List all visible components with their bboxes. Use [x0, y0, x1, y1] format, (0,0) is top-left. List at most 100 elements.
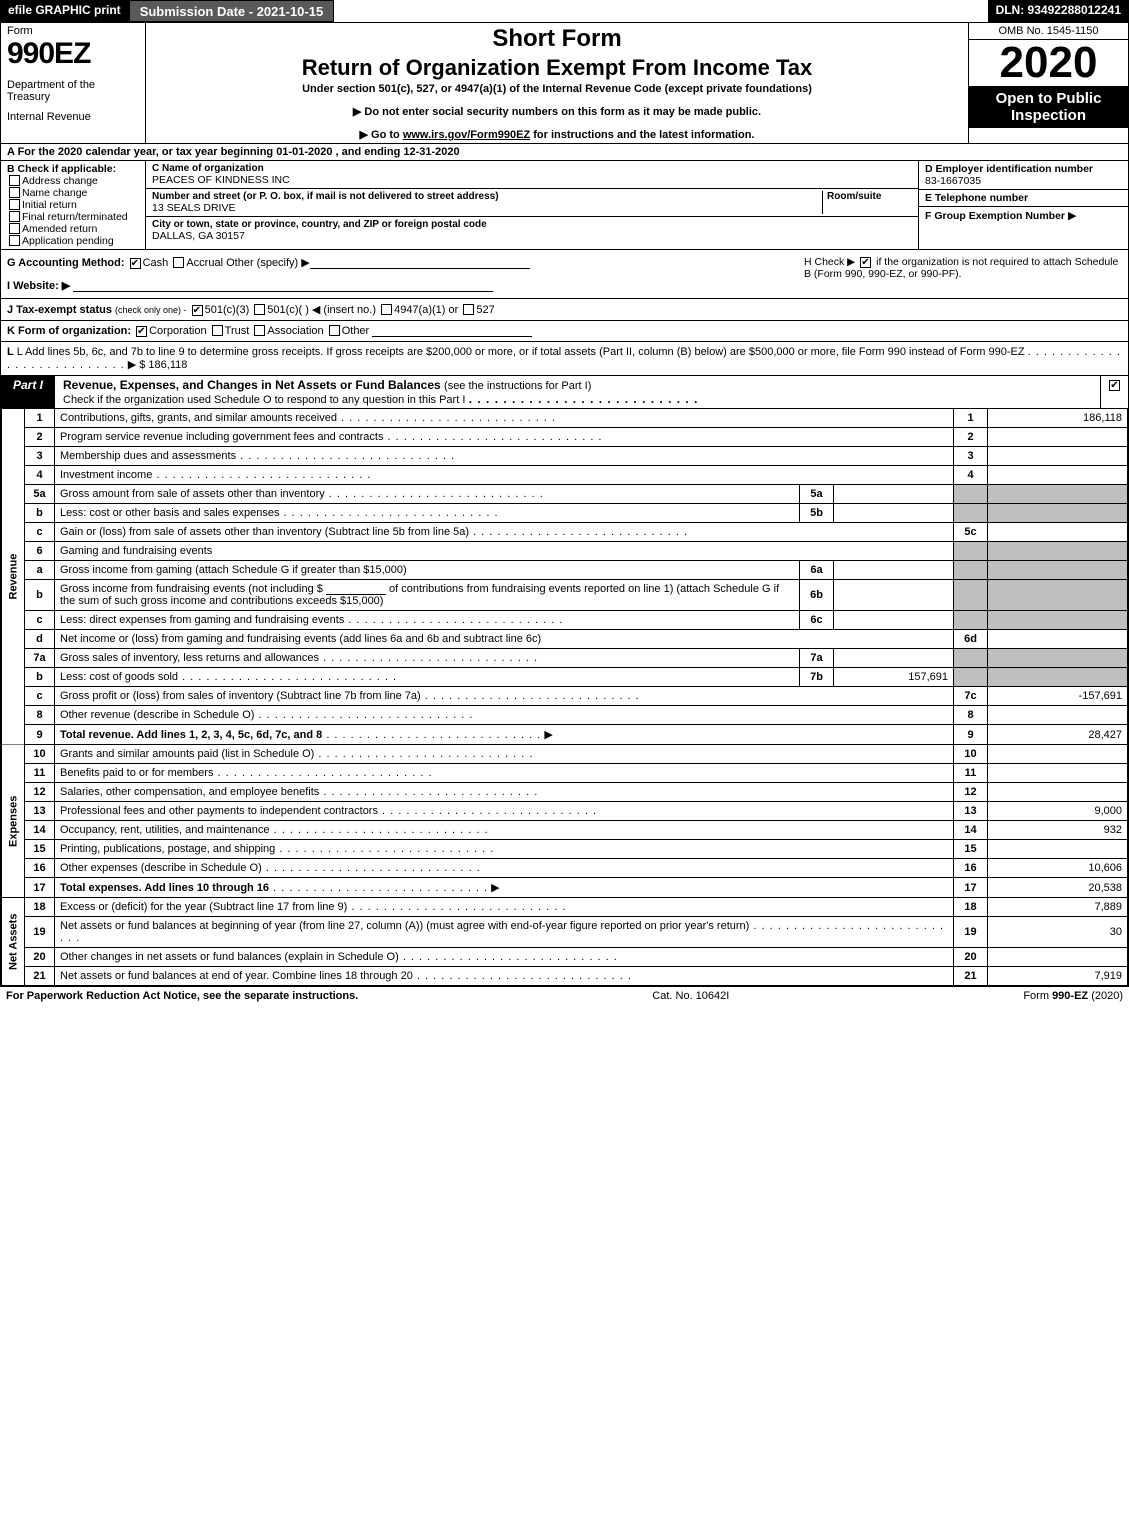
l21-val: 7,919 — [988, 967, 1128, 986]
l7a-num: 7a — [25, 649, 55, 668]
chk-accrual[interactable] — [173, 257, 184, 268]
l21-desc: Net assets or fund balances at end of ye… — [55, 967, 954, 986]
l2-desc: Program service revenue including govern… — [55, 428, 954, 447]
l16-ln: 16 — [954, 859, 988, 878]
l3-ln: 3 — [954, 447, 988, 466]
opt-527: 527 — [476, 304, 494, 316]
chk-501c[interactable] — [254, 304, 265, 315]
l12-val — [988, 783, 1128, 802]
l6c-sn: 6c — [800, 611, 834, 630]
l1-val: 186,118 — [988, 409, 1128, 428]
l7c-num: c — [25, 687, 55, 706]
l7b-desc: Less: cost of goods sold — [55, 668, 800, 687]
col-def: D Employer identification number 83-1667… — [918, 161, 1128, 249]
l9-ln: 9 — [954, 725, 988, 745]
l9-val: 28,427 — [988, 725, 1128, 745]
l19-ln: 19 — [954, 917, 988, 948]
goto-note: ▶ Go to www.irs.gov/Form990EZ for instru… — [152, 128, 962, 141]
part1-tag: Part I — [1, 376, 55, 408]
chk-other-org[interactable] — [329, 325, 340, 336]
l6b-num: b — [25, 580, 55, 611]
l10-val — [988, 745, 1128, 764]
l19-num: 19 — [25, 917, 55, 948]
efile-label[interactable]: efile GRAPHIC print — [0, 0, 129, 22]
l11-desc: Benefits paid to or for members — [55, 764, 954, 783]
opt-assoc: Association — [267, 325, 323, 337]
l8-desc: Other revenue (describe in Schedule O) — [55, 706, 954, 725]
chk-501c3[interactable] — [192, 305, 203, 316]
col-b-checkboxes: B Check if applicable: Address change Na… — [1, 161, 146, 249]
chk-amended-return[interactable]: Amended return — [7, 223, 139, 235]
l7a-shade2 — [988, 649, 1128, 668]
row-j-status: J Tax-exempt status (check only one) - 5… — [1, 299, 1128, 321]
l-val: 186,118 — [148, 359, 187, 371]
chk-trust[interactable] — [212, 325, 223, 336]
c-street-lbl: Number and street (or P. O. box, if mail… — [152, 191, 822, 202]
l18-ln: 18 — [954, 898, 988, 917]
chk-name-change[interactable]: Name change — [7, 187, 139, 199]
top-bar: efile GRAPHIC print Submission Date - 20… — [0, 0, 1129, 22]
l6b-shade — [954, 580, 988, 611]
irs-link[interactable]: www.irs.gov/Form990EZ — [403, 129, 530, 141]
l5b-sv — [834, 504, 954, 523]
chk-4947[interactable] — [381, 304, 392, 315]
l5c-ln: 5c — [954, 523, 988, 542]
l15-num: 15 — [25, 840, 55, 859]
l6c-shade2 — [988, 611, 1128, 630]
short-form-title: Short Form — [152, 25, 962, 53]
part1-table: Revenue 1 Contributions, gifts, grants, … — [1, 409, 1128, 986]
chk-initial-return[interactable]: Initial return — [7, 199, 139, 211]
l10-desc: Grants and similar amounts paid (list in… — [55, 745, 954, 764]
l10-ln: 10 — [954, 745, 988, 764]
goto-pre: ▶ Go to — [360, 129, 403, 141]
l5a-num: 5a — [25, 485, 55, 504]
l9-num: 9 — [25, 725, 55, 745]
l7c-val: -157,691 — [988, 687, 1128, 706]
footer-right-pre: Form — [1023, 990, 1052, 1002]
l2-ln: 2 — [954, 428, 988, 447]
footer-right: Form 990-EZ (2020) — [1023, 990, 1123, 1002]
l14-num: 14 — [25, 821, 55, 840]
l12-desc: Salaries, other compensation, and employ… — [55, 783, 954, 802]
l7b-shade — [954, 668, 988, 687]
l15-ln: 15 — [954, 840, 988, 859]
chk-cash[interactable] — [130, 258, 141, 269]
l6b-sn: 6b — [800, 580, 834, 611]
part1-header: Part I Revenue, Expenses, and Changes in… — [1, 376, 1128, 409]
l4-desc: Investment income — [55, 466, 954, 485]
website-field[interactable] — [73, 280, 493, 292]
f-group-lbl: F Group Exemption Number — [925, 210, 1065, 222]
l6c-num: c — [25, 611, 55, 630]
l8-val — [988, 706, 1128, 725]
chk-address-change[interactable]: Address change — [7, 175, 139, 187]
chk-application-pending[interactable]: Application pending — [7, 235, 139, 247]
l13-ln: 13 — [954, 802, 988, 821]
l17-val: 20,538 — [988, 878, 1128, 898]
chk-corp[interactable] — [136, 326, 147, 337]
chk-h[interactable] — [860, 257, 871, 268]
l20-val — [988, 948, 1128, 967]
opt-corp: Corporation — [149, 325, 206, 337]
l20-num: 20 — [25, 948, 55, 967]
chk-final-return[interactable]: Final return/terminated — [7, 211, 139, 223]
other-org-field[interactable] — [372, 325, 532, 337]
l2-num: 2 — [25, 428, 55, 447]
l5a-shade2 — [988, 485, 1128, 504]
chk-final-return-label: Final return/terminated — [22, 211, 128, 223]
part1-line2: Check if the organization used Schedule … — [63, 394, 465, 406]
other-specify-field[interactable] — [310, 257, 530, 269]
l6b-amount-field[interactable] — [326, 583, 386, 595]
ssn-note: ▶ Do not enter social security numbers o… — [152, 105, 962, 118]
l3-desc: Membership dues and assessments — [55, 447, 954, 466]
part1-checkbox[interactable] — [1100, 376, 1128, 408]
tax-year: 2020 — [969, 40, 1128, 86]
l12-ln: 12 — [954, 783, 988, 802]
chk-527[interactable] — [463, 304, 474, 315]
c-street-val: 13 SEALS DRIVE — [152, 202, 822, 214]
l7b-sn: 7b — [800, 668, 834, 687]
l19-desc: Net assets or fund balances at beginning… — [55, 917, 954, 948]
chk-assoc[interactable] — [254, 325, 265, 336]
l20-desc: Other changes in net assets or fund bala… — [55, 948, 954, 967]
l6c-shade — [954, 611, 988, 630]
l5a-desc: Gross amount from sale of assets other t… — [55, 485, 800, 504]
